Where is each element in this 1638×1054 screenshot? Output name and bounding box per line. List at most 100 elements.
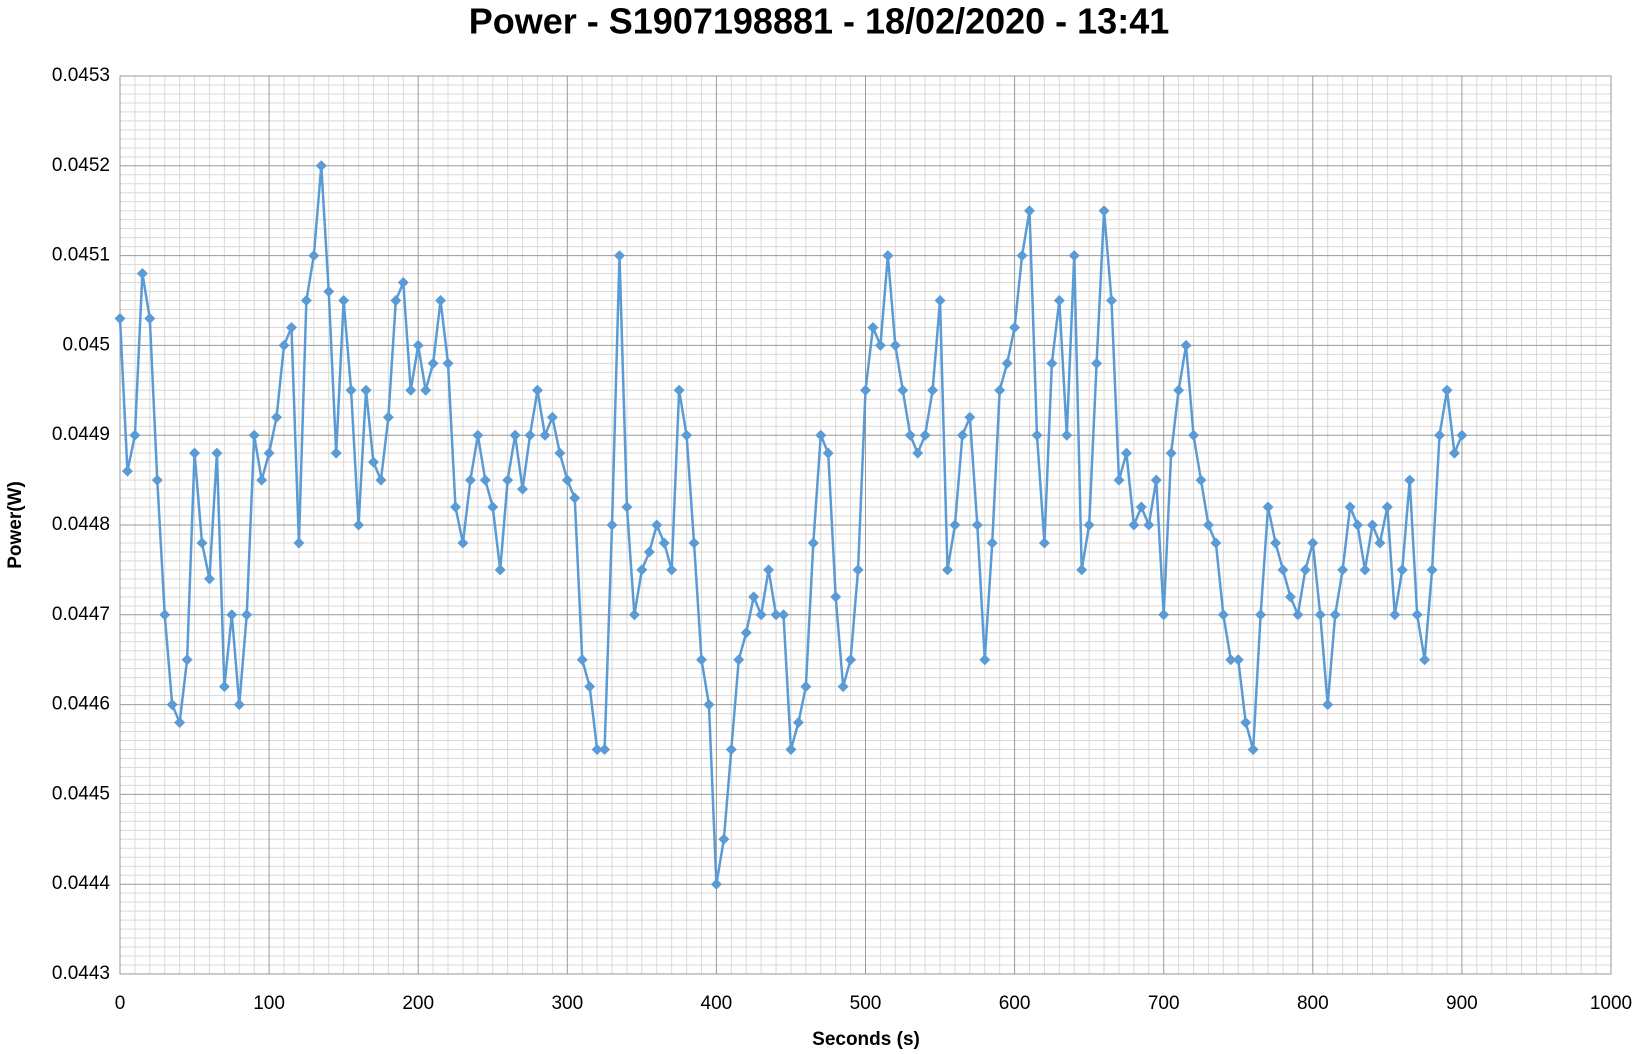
- data-marker: [889, 339, 901, 351]
- data-marker: [1061, 429, 1073, 441]
- y-tick-label: 0.0444: [52, 873, 111, 894]
- data-marker: [271, 411, 283, 423]
- data-marker: [666, 564, 678, 576]
- data-marker: [457, 537, 469, 549]
- data-marker: [599, 744, 611, 755]
- data-marker: [942, 564, 954, 576]
- y-tick-label: 0.0447: [52, 604, 110, 625]
- data-marker: [479, 474, 491, 486]
- data-marker: [1419, 654, 1431, 666]
- data-marker: [1247, 744, 1259, 755]
- data-marker: [1337, 564, 1349, 576]
- x-tick-label: 700: [1148, 993, 1180, 1014]
- data-marker: [695, 654, 707, 666]
- data-marker: [1188, 429, 1200, 441]
- data-marker: [897, 384, 909, 396]
- data-marker: [636, 564, 648, 576]
- data-marker: [159, 609, 171, 621]
- x-tick-label: 400: [701, 993, 733, 1014]
- data-marker: [1411, 609, 1423, 621]
- y-tick-label: 0.0451: [52, 245, 110, 266]
- data-marker: [770, 609, 782, 621]
- data-marker: [1135, 501, 1147, 513]
- data-marker: [330, 447, 342, 459]
- data-marker: [1404, 474, 1416, 486]
- data-marker: [1374, 537, 1386, 549]
- y-tick-label: 0.0448: [52, 514, 110, 535]
- data-marker: [994, 384, 1006, 396]
- data-marker: [114, 312, 126, 324]
- data-marker: [807, 537, 819, 549]
- data-marker: [1210, 537, 1222, 549]
- data-marker: [420, 384, 432, 396]
- data-marker: [1202, 519, 1214, 531]
- data-marker: [740, 627, 752, 639]
- data-marker: [1113, 474, 1125, 486]
- data-marker: [867, 321, 879, 333]
- data-marker: [688, 537, 700, 549]
- data-marker: [121, 465, 133, 477]
- data-marker: [815, 429, 827, 441]
- data-marker: [979, 654, 991, 666]
- data-marker: [300, 295, 312, 306]
- data-marker: [285, 321, 297, 333]
- data-marker: [673, 384, 685, 396]
- data-marker: [748, 591, 760, 603]
- data-marker: [1381, 501, 1393, 513]
- data-marker: [927, 384, 939, 396]
- data-marker: [1426, 564, 1438, 576]
- data-marker: [189, 447, 201, 459]
- data-marker: [1322, 699, 1334, 711]
- data-marker: [1038, 537, 1050, 549]
- x-tick-label: 300: [551, 993, 583, 1014]
- data-marker: [1076, 564, 1088, 576]
- data-marker: [1173, 384, 1185, 396]
- data-marker: [1270, 537, 1282, 549]
- data-marker: [1284, 591, 1296, 603]
- data-marker: [621, 501, 633, 513]
- data-marker: [502, 474, 514, 486]
- chart-title: Power - S1907198881 - 18/02/2020 - 13:41: [469, 1, 1170, 42]
- data-marker: [382, 411, 394, 423]
- data-marker: [1352, 519, 1364, 531]
- data-marker: [1359, 564, 1371, 576]
- data-marker: [1001, 357, 1013, 369]
- data-marker: [1217, 609, 1229, 621]
- data-marker: [360, 384, 372, 396]
- data-marker: [203, 573, 215, 585]
- data-marker: [718, 833, 730, 845]
- data-marker: [211, 447, 223, 459]
- data-marker: [1240, 717, 1252, 729]
- data-marker: [472, 429, 484, 441]
- data-marker: [1366, 519, 1378, 531]
- data-marker: [1009, 321, 1021, 333]
- data-marker: [248, 429, 260, 441]
- data-marker: [971, 519, 983, 531]
- data-marker: [755, 609, 767, 621]
- data-marker: [710, 878, 722, 890]
- y-tick-label: 0.045: [62, 334, 110, 355]
- data-marker: [785, 744, 797, 755]
- data-marker: [1024, 205, 1036, 217]
- data-marker: [412, 339, 424, 351]
- x-tick-label: 0: [115, 993, 126, 1014]
- data-marker: [375, 474, 387, 486]
- data-marker: [539, 429, 551, 441]
- data-marker: [1396, 564, 1408, 576]
- data-marker: [338, 295, 350, 306]
- data-marker: [166, 699, 178, 711]
- data-marker: [1232, 654, 1244, 666]
- data-marker: [397, 277, 409, 289]
- data-marker: [1329, 609, 1341, 621]
- data-marker: [800, 681, 812, 693]
- data-marker: [1195, 474, 1207, 486]
- data-marker: [517, 483, 529, 495]
- data-marker: [1314, 609, 1326, 621]
- data-marker: [1299, 564, 1311, 576]
- data-marker: [1016, 250, 1028, 262]
- data-marker: [293, 537, 305, 549]
- data-marker: [852, 564, 864, 576]
- data-marker: [241, 609, 253, 621]
